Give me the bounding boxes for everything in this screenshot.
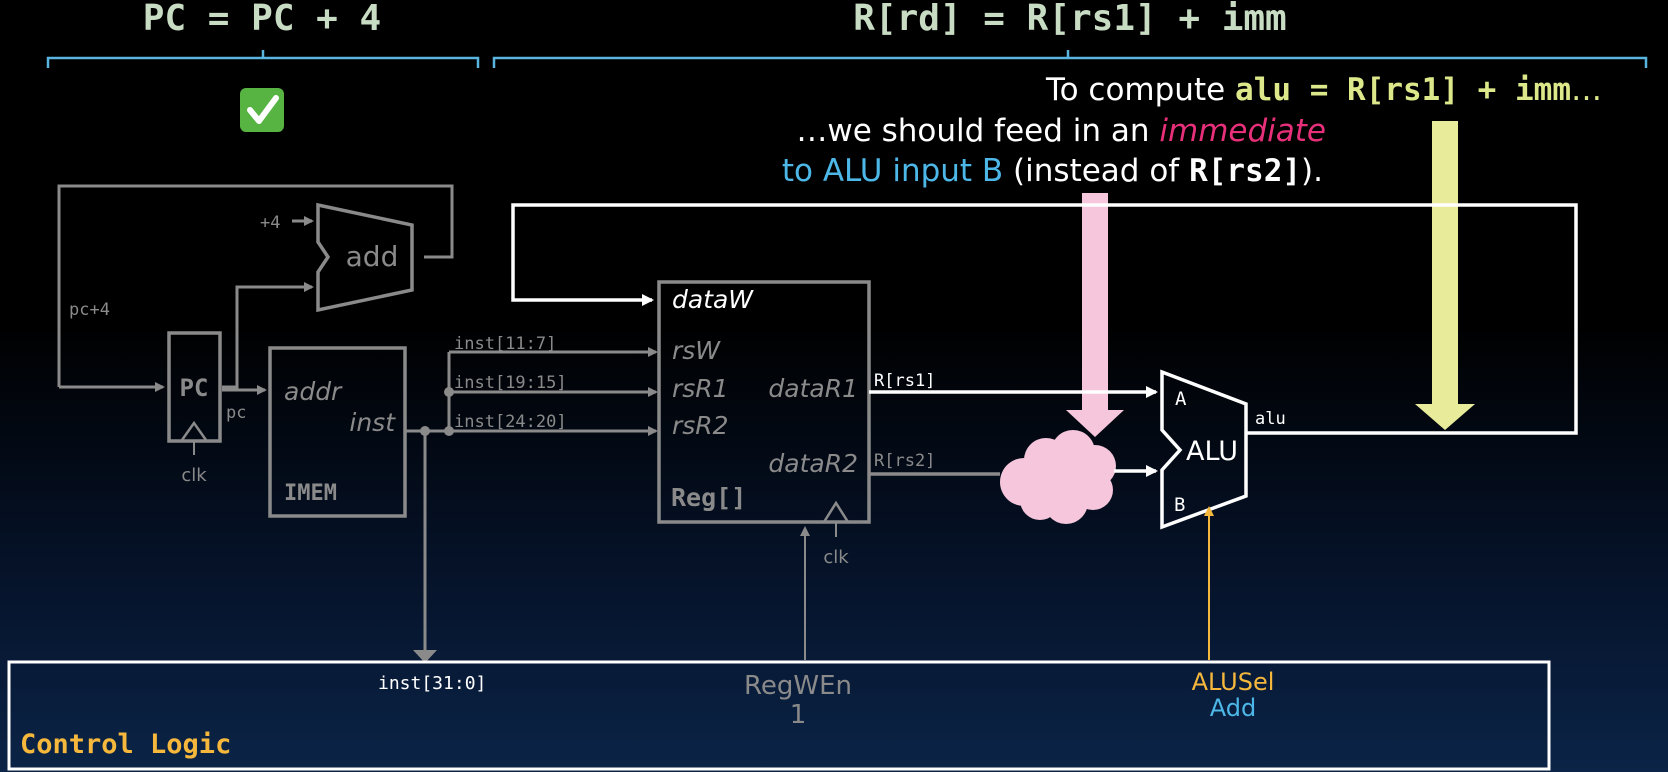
- adder-label: add: [346, 240, 399, 273]
- imem-inst-label: inst: [349, 408, 396, 437]
- regwen-value: 1: [790, 700, 807, 730]
- pc-register: [167, 331, 222, 443]
- pc-clk-label: clk: [181, 465, 207, 486]
- alu-input-b: B: [1174, 494, 1185, 516]
- wire-alu-out: alu: [1255, 409, 1286, 429]
- regfile-rsR1: rsR1: [672, 374, 729, 403]
- register-file: [657, 280, 871, 524]
- pc-wire-label: pc: [226, 403, 246, 423]
- annotation-line-3: to ALU input B (instead of R[rs2]).: [782, 153, 1323, 189]
- pc-logic: [57, 184, 454, 518]
- regfile-clk-triangle: [822, 500, 850, 523]
- annotation-line-2: …we should feed in an immediate: [796, 113, 1326, 149]
- alu-name: ALU: [1186, 436, 1238, 467]
- wire-r-rs2: R[rs2]: [874, 451, 935, 471]
- regfile-clk-label: clk: [823, 547, 849, 568]
- left-equation: PC = PC + 4: [143, 0, 381, 39]
- alu-input-a: A: [1175, 388, 1187, 410]
- regfile-rsW: rsW: [672, 336, 721, 365]
- regfile-dataW: dataW: [672, 285, 754, 314]
- alusel-value: Add: [1210, 694, 1256, 722]
- adder-shape: [316, 202, 414, 313]
- regfile-dataR2: dataR2: [768, 449, 858, 478]
- inst-wires: [405, 347, 658, 663]
- check-icon: [240, 88, 284, 132]
- pink-down-arrow: [1066, 193, 1124, 437]
- wire-inst-31-0: inst[31:0]: [378, 673, 486, 694]
- pc-box-label: PC: [180, 374, 209, 402]
- plus4-label: +4: [260, 213, 280, 233]
- alu-shape: [1160, 369, 1248, 530]
- control-title: Control Logic: [20, 729, 231, 760]
- annotation-line-1: To compute alu = R[rs1] + imm…: [1045, 72, 1602, 108]
- right-equation: R[rd] = R[rs1] + imm: [853, 0, 1286, 39]
- wire-inst-11-7: inst[11:7]: [454, 334, 556, 354]
- control-logic-block: [7, 660, 1551, 771]
- imem-addr-label: addr: [284, 377, 343, 406]
- writeback-wire: [511, 203, 1578, 435]
- wire-inst-24-20: inst[24:20]: [454, 412, 567, 432]
- regfile-dataR1: dataR1: [768, 374, 858, 403]
- wire-r-rs1: R[rs1]: [874, 371, 935, 391]
- left-brace: [46, 50, 480, 68]
- imem-name-label: IMEM: [284, 481, 337, 506]
- wire-inst-19-15: inst[19:15]: [454, 373, 567, 393]
- right-brace: [492, 50, 1648, 68]
- pc-plus4-label: pc+4: [69, 300, 110, 320]
- regfile-rsR2: rsR2: [672, 411, 729, 440]
- yellow-down-arrow: [1415, 121, 1475, 430]
- regfile-name: Reg[]: [671, 483, 746, 512]
- regwen-label: RegWEn: [744, 671, 852, 701]
- alusel-label: ALUSel: [1192, 668, 1275, 696]
- unknown-logic-cloud: [1000, 430, 1116, 524]
